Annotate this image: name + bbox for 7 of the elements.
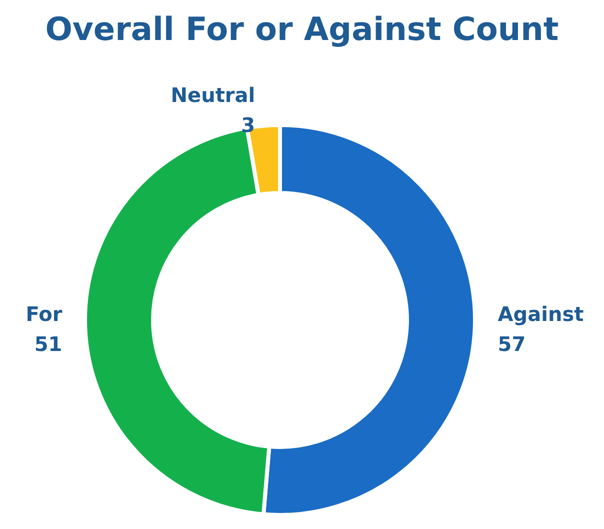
slice-label: For xyxy=(26,302,62,326)
chart-title: Overall For or Against Count xyxy=(45,10,559,48)
data-label: 3 xyxy=(241,112,256,137)
slice-label: Neutral xyxy=(170,82,256,107)
data-label: 51 xyxy=(34,332,62,356)
data-label: 57 xyxy=(498,332,526,356)
slice-label: Against xyxy=(498,302,584,326)
